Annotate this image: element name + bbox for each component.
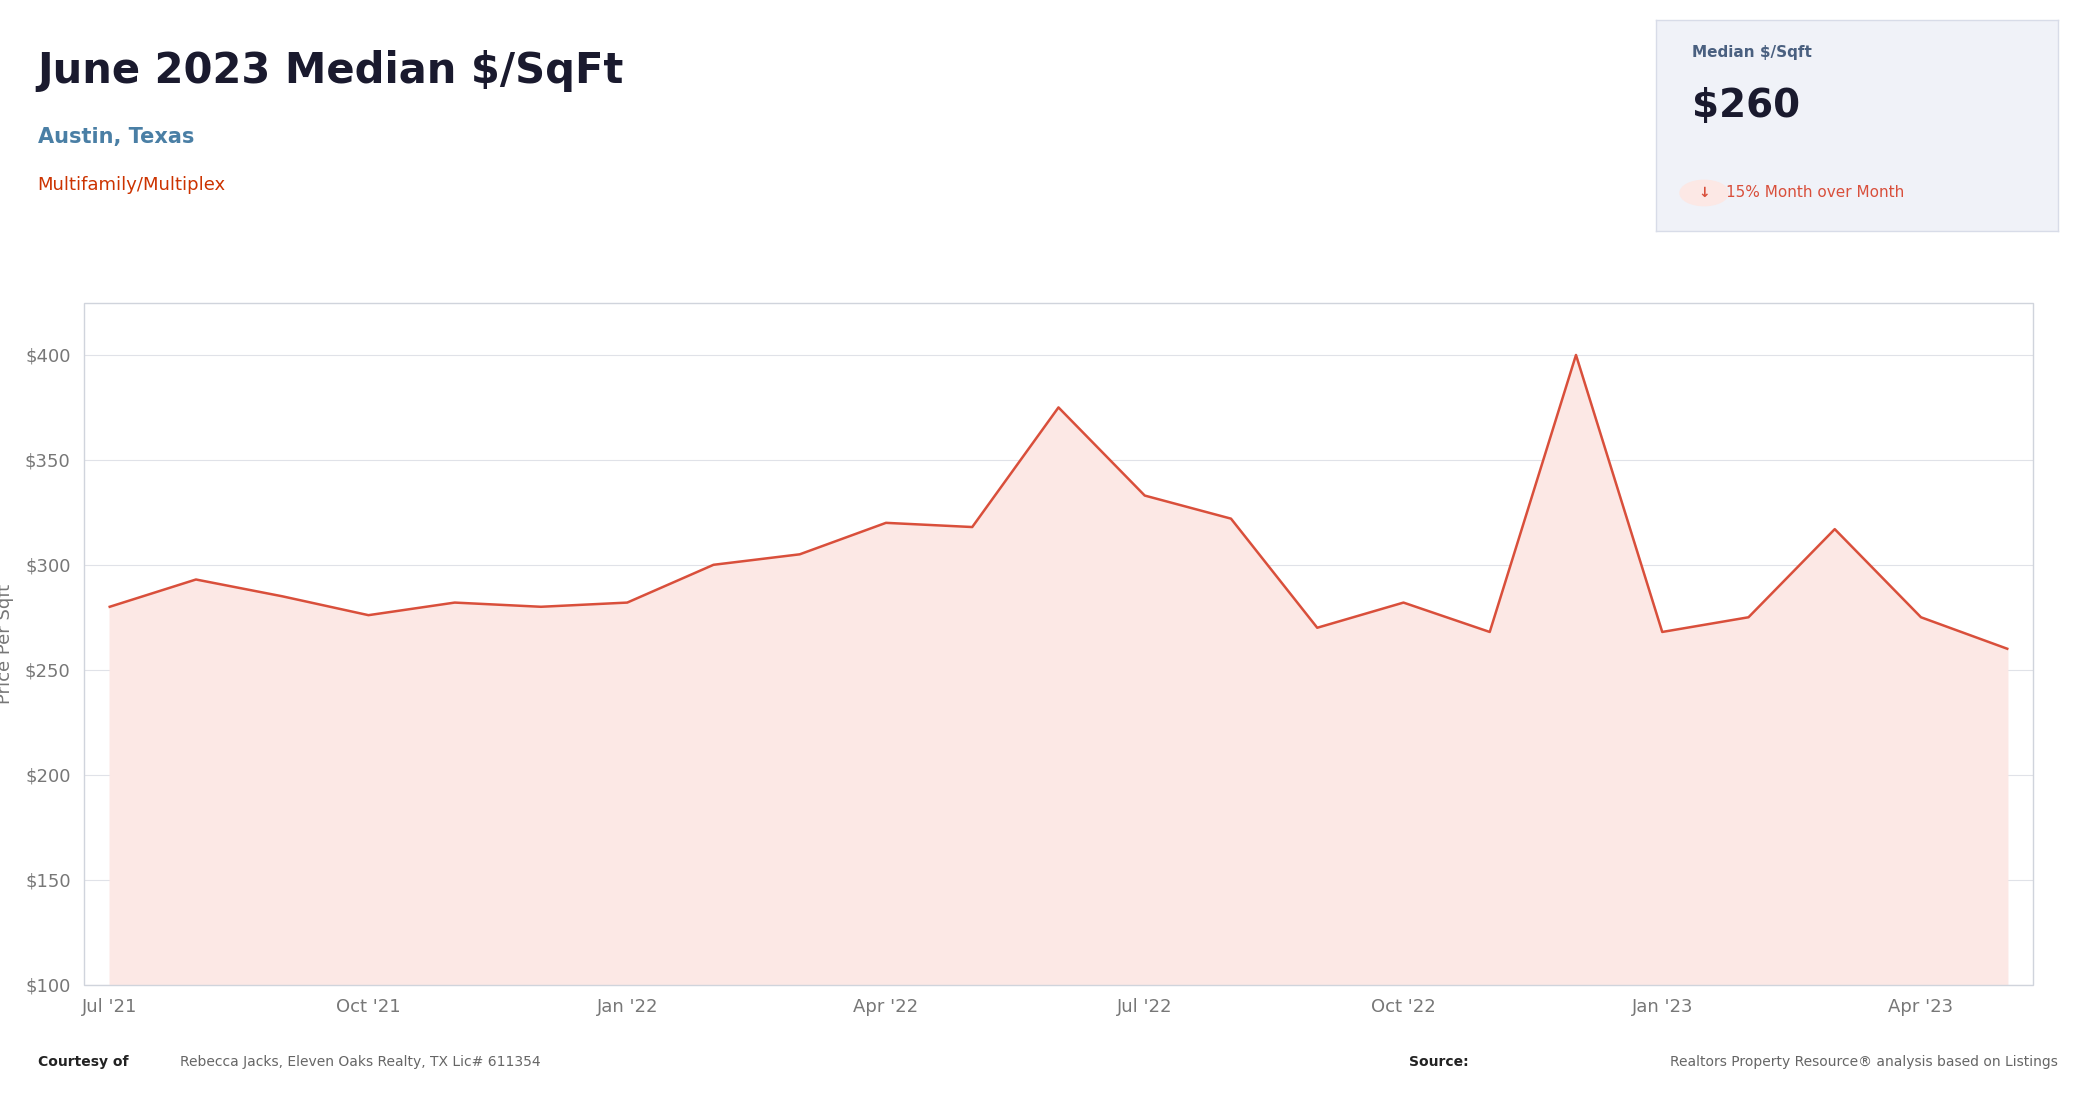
Text: ↓: ↓ [1698,186,1710,200]
Text: Austin, Texas: Austin, Texas [38,126,195,146]
Text: Realtors Property Resource® analysis based on Listings: Realtors Property Resource® analysis bas… [1671,1055,2058,1069]
Text: Source:: Source: [1409,1055,1467,1069]
Text: June 2023 Median $/SqFt: June 2023 Median $/SqFt [38,50,625,91]
Text: $260: $260 [1691,87,1800,125]
Bar [84,302,2033,984]
Text: 15% Month over Month: 15% Month over Month [1727,186,1905,200]
Text: Rebecca Jacks, Eleven Oaks Realty, TX Lic# 611354: Rebecca Jacks, Eleven Oaks Realty, TX Li… [180,1055,541,1069]
Circle shape [1681,180,1729,206]
Text: Multifamily/Multiplex: Multifamily/Multiplex [38,176,226,194]
Text: Median $/Sqft: Median $/Sqft [1691,45,1811,60]
Y-axis label: Price Per Sqft: Price Per Sqft [0,583,15,704]
Text: Courtesy of: Courtesy of [38,1055,128,1069]
